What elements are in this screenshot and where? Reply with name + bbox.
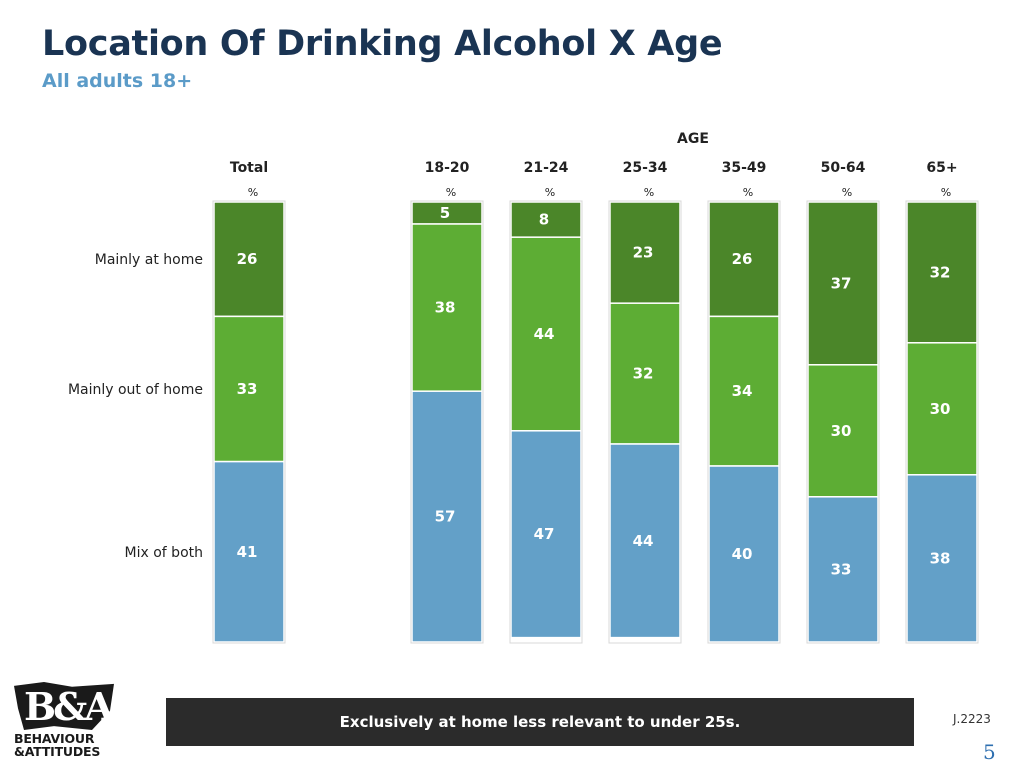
data-label: 26: [732, 250, 753, 268]
data-label: 26: [237, 250, 258, 268]
data-label: 32: [930, 263, 951, 281]
data-label: 44: [534, 325, 555, 343]
series-label-0: Mainly at home: [95, 252, 203, 268]
percent-unit-label-0: %: [248, 186, 258, 199]
data-label: 37: [831, 274, 852, 292]
logo-line-1: BEHAVIOUR: [14, 731, 95, 746]
bar-50-64: 37 30 33: [806, 200, 880, 644]
column-label-6: 65+: [926, 160, 957, 176]
company-logo: B&A BEHAVIOUR &ATTITUDES: [14, 682, 118, 760]
bar-segment: [708, 315, 780, 467]
bar-outline: [509, 200, 583, 644]
stacked-bar-chart: AGE Total 18-20 21-24 25-34 35-49 50-64 65+ %%…: [68, 131, 979, 644]
job-reference: J.2223: [953, 712, 991, 726]
bar-segment: [906, 474, 978, 643]
page-number: 5: [983, 740, 996, 764]
bar-35-49: 26 34 40: [707, 200, 781, 644]
bar-outline: [707, 200, 781, 644]
data-label: 32: [633, 365, 654, 383]
age-group-header: AGE: [677, 131, 709, 147]
series-label-2: Mix of both: [125, 545, 203, 561]
bar-segment: [213, 315, 285, 463]
page-subtitle: All adults 18+: [42, 70, 193, 92]
logo-line-2: &ATTITUDES: [14, 744, 101, 759]
bar-segment: [807, 496, 879, 643]
data-label: 41: [237, 543, 258, 561]
percent-unit-label-3: %: [644, 186, 654, 199]
logo-splash-icon: [14, 682, 114, 730]
column-label-4: 35-49: [722, 160, 767, 176]
bar-Total: 26 33 41: [212, 200, 286, 644]
data-label: 44: [633, 532, 654, 550]
data-label: 40: [732, 545, 753, 563]
data-label: 8: [539, 211, 549, 229]
data-label: 47: [534, 525, 555, 543]
bar-segment: [708, 465, 780, 643]
bar-outline: [410, 200, 484, 644]
data-label: 30: [930, 400, 951, 418]
column-label-5: 50-64: [821, 160, 866, 176]
data-label: 57: [435, 508, 456, 526]
percent-unit-label-1: %: [446, 186, 456, 199]
bar-segment: [609, 443, 681, 639]
bar-segment: [906, 201, 978, 344]
bar-segment: [213, 201, 285, 318]
percent-unit-label-2: %: [545, 186, 555, 199]
data-label: 33: [237, 380, 258, 398]
bar-segment: [510, 201, 582, 238]
bar-outline: [608, 200, 682, 644]
page-title: Location Of Drinking Alcohol X Age: [42, 24, 723, 64]
data-label: 33: [831, 560, 852, 578]
data-label: 34: [732, 382, 753, 400]
bar-outline: [806, 200, 880, 644]
bar-18-20: 5 38 57: [410, 200, 484, 644]
bar-21-24: 8 44 47: [509, 200, 583, 644]
column-label-0: Total: [230, 160, 268, 176]
bar-65+: 32 30 38: [905, 200, 979, 644]
bar-segment: [510, 236, 582, 432]
percent-unit-label-6: %: [941, 186, 951, 199]
bar-segment: [906, 342, 978, 476]
percent-unit-label-5: %: [842, 186, 852, 199]
column-label-3: 25-34: [623, 160, 668, 176]
logo-mark: B&A: [24, 684, 114, 729]
percent-unit-label-4: %: [743, 186, 753, 199]
footer-callout: Exclusively at home less relevant to und…: [166, 698, 914, 746]
data-label: 5: [440, 204, 450, 222]
bar-segment: [807, 201, 879, 366]
bar-outline: [905, 200, 979, 644]
bar-segment: [213, 460, 285, 643]
footer-message: Exclusively at home less relevant to und…: [339, 713, 741, 731]
column-label-2: 21-24: [524, 160, 569, 176]
bar-segment: [609, 302, 681, 445]
data-label: 23: [633, 244, 654, 262]
series-label-1: Mainly out of home: [68, 382, 203, 398]
column-label-1: 18-20: [425, 160, 470, 176]
bar-25-34: 23 32 44: [608, 200, 682, 644]
bar-outline: [212, 200, 286, 644]
bar-segment: [510, 430, 582, 639]
data-label: 38: [930, 549, 951, 567]
data-label: 30: [831, 422, 852, 440]
bar-segment: [411, 390, 483, 643]
data-label: 38: [435, 299, 456, 317]
